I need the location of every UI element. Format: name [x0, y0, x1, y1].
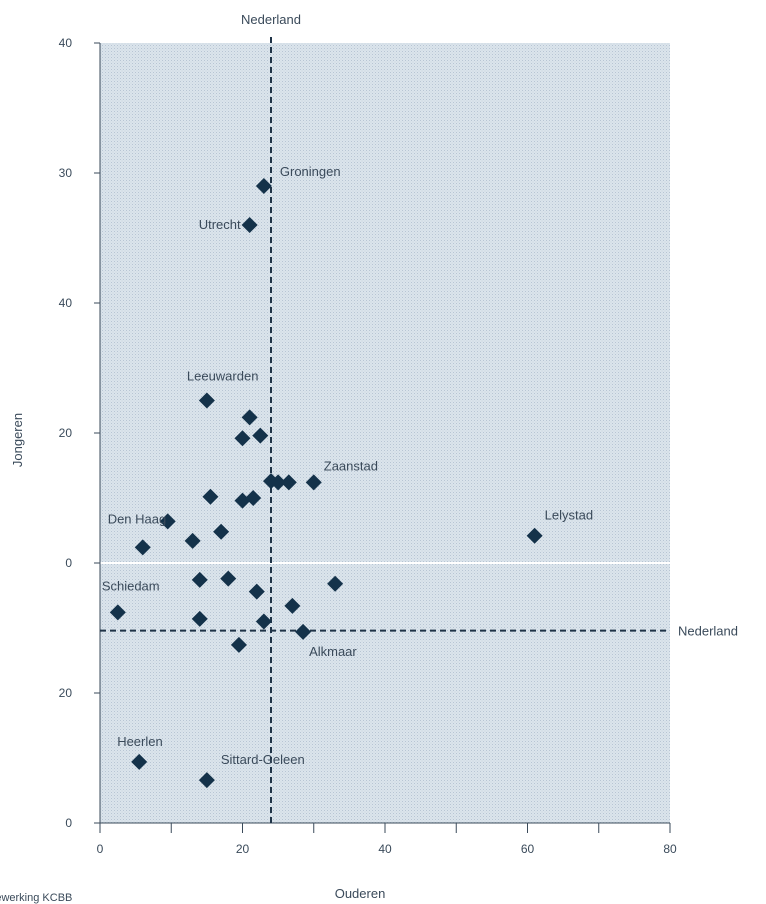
- data-point-16: [134, 539, 151, 556]
- x-axis-title: Ouderen: [335, 886, 386, 901]
- data-point-27: [230, 636, 247, 653]
- x-tick-label-1: 20: [236, 842, 250, 856]
- y-tick-label-6: 0: [65, 816, 72, 830]
- data-point-10: [202, 488, 219, 505]
- data-point-20: [248, 583, 265, 600]
- y-tick-label-5: 20: [59, 686, 73, 700]
- point-label-22: Schiedam: [102, 578, 160, 593]
- point-label-2: Leeuwarden: [187, 369, 259, 384]
- data-point-22: [109, 604, 126, 621]
- data-point-18: [191, 571, 208, 588]
- data-point-26: [295, 623, 312, 640]
- x-tick-label-0: 0: [97, 842, 104, 856]
- point-label-29: Sittard-Geleen: [221, 752, 305, 767]
- data-point-28: [131, 753, 148, 770]
- source-note: Bewerking KCBB: [0, 892, 72, 904]
- data-point-19: [220, 570, 237, 587]
- reference-label-horizontal: Nederland: [678, 624, 738, 639]
- point-label-26: Alkmaar: [309, 644, 357, 659]
- y-axis-title: Jongeren: [10, 413, 25, 467]
- data-point-24: [284, 597, 301, 614]
- x-tick-label-2: 40: [378, 842, 392, 856]
- point-label-9: Zaanstad: [324, 458, 378, 473]
- data-point-11: [234, 492, 251, 509]
- y-tick-label-0: 40: [59, 36, 73, 50]
- point-label-1: Utrecht: [199, 217, 241, 232]
- y-tick-label-4: 0: [65, 556, 72, 570]
- data-point-8: [280, 474, 297, 491]
- data-point-12: [245, 490, 262, 506]
- x-tick-label-3: 60: [521, 842, 535, 856]
- data-point-1: [241, 217, 258, 233]
- data-point-0: [255, 178, 272, 194]
- data-point-29: [198, 772, 215, 789]
- data-point-21: [327, 575, 344, 592]
- y-tick-label-1: 30: [59, 166, 73, 180]
- y-tick-label-2: 40: [59, 296, 73, 310]
- data-point-2: [198, 392, 215, 409]
- data-point-23: [191, 610, 208, 627]
- data-point-4: [234, 430, 251, 447]
- data-point-9: [305, 474, 322, 491]
- data-point-17: [526, 527, 543, 544]
- point-label-0: Groningen: [280, 164, 341, 179]
- point-label-28: Heerlen: [117, 734, 163, 749]
- x-tick-label-4: 80: [663, 842, 677, 856]
- y-tick-label-3: 20: [59, 426, 73, 440]
- plot-background: [100, 43, 670, 823]
- data-point-7: [270, 474, 287, 491]
- point-label-17: Lelystad: [545, 508, 593, 523]
- data-point-14: [213, 523, 230, 540]
- data-point-3: [241, 409, 258, 426]
- data-point-5: [252, 427, 269, 444]
- data-point-25: [255, 613, 272, 630]
- reference-label-vertical: Nederland: [241, 12, 301, 27]
- data-point-13: [159, 513, 176, 530]
- point-label-13: Den Haag: [108, 511, 167, 526]
- data-point-15: [184, 532, 201, 549]
